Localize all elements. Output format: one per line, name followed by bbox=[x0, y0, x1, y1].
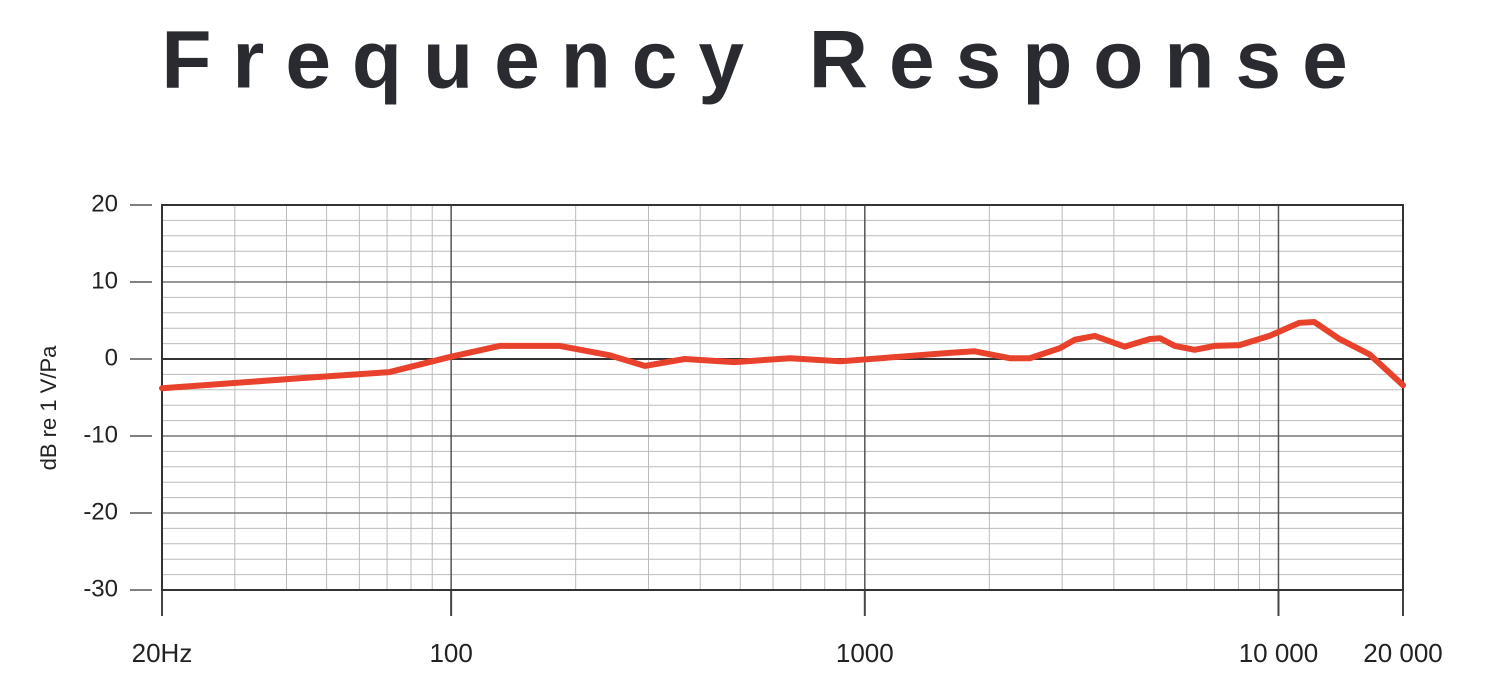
y-tick-label: 10 bbox=[91, 267, 118, 294]
y-tick-label: -10 bbox=[83, 421, 118, 448]
y-tick-label: -20 bbox=[83, 498, 118, 525]
x-tick-label: 1000 bbox=[836, 638, 894, 668]
line-series bbox=[159, 319, 1406, 392]
y-tick-label: 20 bbox=[91, 190, 118, 217]
y-tick-label: -30 bbox=[83, 575, 118, 602]
y-tick-label: 0 bbox=[105, 344, 118, 371]
y-axis-label: dB re 1 V/Pa bbox=[36, 345, 61, 471]
x-tick-label: 10 000 bbox=[1239, 638, 1319, 668]
x-tick-label: 100 bbox=[429, 638, 472, 668]
x-tick-label: 20Hz bbox=[132, 638, 193, 668]
chart-title: Frequency Response bbox=[161, 15, 1368, 106]
plot-frame bbox=[161, 204, 1404, 591]
x-tick-label: 20 000 bbox=[1363, 638, 1443, 668]
